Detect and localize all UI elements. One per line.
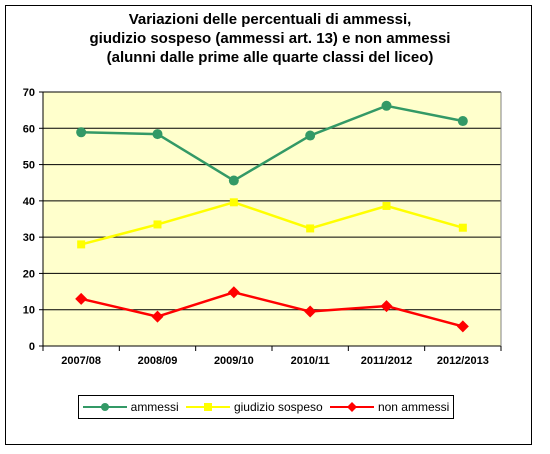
point-non-ammessi-2009-10 (227, 286, 240, 299)
point-giudizio-sospeso-2012-2013 (458, 223, 467, 232)
point-ammessi-2009-10 (228, 175, 239, 186)
legend-item-ammessi: ammessi (82, 400, 179, 414)
point-ammessi-2012-2013 (457, 116, 468, 127)
legend: ammessi giudizio sospeso non ammessi (78, 395, 454, 419)
point-giudizio-sospeso-2007-08 (77, 240, 86, 249)
point-ammessi-2008-09 (152, 129, 163, 140)
legend-item-non-ammessi: non ammessi (329, 400, 450, 414)
point-non-ammessi-2008-09 (151, 310, 164, 323)
y-tick-label-10: 10 (23, 305, 35, 317)
point-ammessi-2011-2012 (381, 100, 392, 111)
series-line-giudizio-sospeso (80, 201, 464, 246)
point-giudizio-sospeso-2008-09 (153, 220, 162, 229)
legend-swatch-non-ammessi (329, 402, 374, 412)
legend-swatch-ammessi (82, 403, 127, 411)
point-ammessi-2010-11 (305, 130, 316, 141)
chart-title-line-3: (alunni dalle prime alle quarte classi d… (106, 49, 434, 66)
legend-label-ammessi: ammessi (130, 400, 179, 414)
x-tick-label-2011-2012: 2011/2012 (361, 355, 412, 367)
chart-title-line-2: giudizio sospeso (ammessi art. 13) e non… (89, 30, 451, 47)
y-tick-label-20: 20 (23, 268, 35, 280)
point-ammessi-2007-08 (76, 127, 87, 138)
point-non-ammessi-2007-08 (75, 292, 88, 305)
y-tick-label-0: 0 (29, 341, 35, 353)
x-tick-label-2008-09: 2008/09 (138, 355, 178, 367)
legend-item-giudizio-sospeso: giudizio sospeso (185, 400, 323, 414)
y-tick-label-30: 30 (23, 232, 35, 244)
point-giudizio-sospeso-2010-11 (306, 224, 315, 233)
legend-label-giudizio-sospeso: giudizio sospeso (233, 400, 323, 414)
point-giudizio-sospeso-2011-2012 (382, 201, 391, 210)
y-tick-label-40: 40 (23, 196, 35, 208)
point-giudizio-sospeso-2009-10 (229, 198, 238, 207)
x-tick-label-2010-11: 2010/11 (291, 355, 330, 367)
point-non-ammessi-2010-11 (304, 305, 317, 318)
x-tick-label-2009-10: 2009/10 (214, 355, 254, 367)
chart-title: Variazioni delle percentuali di ammessi,… (10, 10, 530, 67)
y-tick-label-70: 70 (23, 87, 35, 99)
series-line-non-ammessi (80, 291, 464, 328)
legend-label-non-ammessi: non ammessi (377, 400, 450, 414)
point-non-ammessi-2011-2012 (380, 300, 393, 313)
y-tick-label-50: 50 (23, 160, 35, 172)
point-non-ammessi-2012-2013 (456, 320, 469, 333)
series-line-ammessi (81, 104, 464, 182)
legend-swatch-giudizio-sospeso (185, 403, 230, 411)
y-tick-label-60: 60 (23, 123, 35, 135)
x-tick-label-2012-2013: 2012/2013 (437, 355, 489, 367)
chart-title-line-1: Variazioni delle percentuali di ammessi, (128, 11, 412, 28)
x-tick-label-2007-08: 2007/08 (61, 355, 101, 367)
